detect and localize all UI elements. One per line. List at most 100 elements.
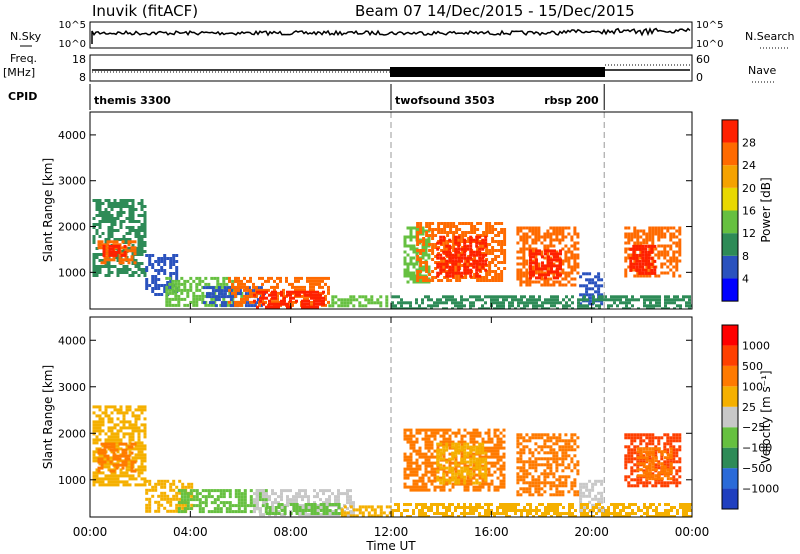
heatmap-cell (195, 276, 199, 280)
heatmap-cell (642, 274, 646, 278)
heatmap-cell (588, 296, 592, 300)
heatmap-cell (561, 493, 565, 497)
heatmap-cell (451, 515, 454, 517)
heatmap-cell (163, 494, 167, 498)
heatmap-cell (416, 270, 420, 273)
heatmap-cell (313, 489, 316, 493)
heatmap-cell (457, 476, 461, 480)
heatmap-cell (131, 432, 135, 436)
heatmap-cell (654, 447, 658, 451)
heatmap-cell (452, 249, 456, 252)
heatmap-cell (666, 439, 670, 443)
heatmap-cell (131, 262, 135, 265)
heatmap-cell (122, 480, 126, 484)
heatmap-cell (494, 249, 498, 252)
heatmap-cell (128, 211, 132, 214)
heatmap-cell (583, 304, 586, 308)
heatmap-cell (101, 211, 105, 214)
heatmap-cell (451, 274, 455, 278)
heatmap-cell (128, 450, 132, 454)
heatmap-cell (445, 448, 449, 452)
heatmap-cell (627, 448, 631, 452)
heatmap-cell (349, 505, 353, 509)
nave-label: Nave (748, 64, 776, 77)
heatmap-cell (300, 294, 303, 298)
heatmap-cell (322, 512, 326, 515)
heatmap-cell (463, 271, 467, 275)
heatmap-cell (558, 448, 562, 452)
heatmap-cell (475, 460, 479, 464)
heatmap-cell (128, 405, 132, 409)
heatmap-cell (430, 455, 434, 459)
heatmap-cell (107, 465, 111, 469)
heatmap-cell (327, 276, 330, 280)
heatmap-cell (597, 500, 601, 504)
heatmap-cell (425, 270, 429, 273)
heatmap-cell (127, 261, 131, 265)
heatmap-cell (184, 503, 188, 507)
heatmap-cell (537, 481, 541, 485)
heatmap-cell (100, 448, 104, 452)
heatmap-cell (673, 295, 676, 299)
heatmap-cell (439, 440, 443, 444)
heatmap-cell (570, 481, 574, 485)
heatmap-cell (678, 241, 682, 245)
heatmap-cell (412, 265, 416, 269)
heatmap-cell (104, 208, 108, 211)
heatmap-cell (452, 222, 456, 225)
heatmap-cell (412, 226, 416, 230)
heatmap-cell (488, 231, 492, 234)
heatmap-cell (639, 478, 643, 482)
heatmap-cell (231, 279, 235, 283)
heatmap-cell (460, 259, 464, 263)
heatmap-cell (253, 299, 256, 303)
heatmap-cell (253, 492, 256, 496)
heatmap-cell (529, 295, 532, 299)
heatmap-cell (494, 258, 498, 261)
heatmap-cell (458, 234, 462, 237)
heatmap-cell (478, 241, 482, 245)
heatmap-cell (262, 296, 265, 300)
heatmap-cell (443, 228, 447, 231)
heatmap-cell (579, 482, 583, 486)
heatmap-cell (627, 238, 631, 242)
heatmap-cell (636, 450, 640, 454)
heatmap-cell (460, 256, 464, 260)
heatmap-cell (629, 262, 633, 266)
heatmap-cell (95, 471, 99, 475)
heatmap-cell (648, 226, 652, 230)
heatmap-cell (528, 466, 532, 470)
heatmap-cell (415, 428, 419, 432)
heatmap-cell (298, 492, 301, 496)
heatmap-cell (422, 249, 426, 252)
heatmap-cell (487, 455, 491, 459)
heatmap-cell (406, 464, 410, 468)
heatmap-cell (211, 295, 215, 299)
heatmap-cell (98, 220, 102, 223)
heatmap-cell (576, 460, 580, 464)
heatmap-cell (415, 479, 419, 483)
heatmap-cell (98, 414, 102, 418)
heatmap-cell (95, 423, 99, 427)
heatmap-cell (642, 450, 646, 454)
heatmap-cell (324, 303, 327, 307)
heatmap-cell (110, 214, 114, 217)
heatmap-cell (639, 453, 643, 457)
heatmap-cell (454, 478, 458, 482)
heatmap-cell (234, 279, 237, 283)
heatmap-cell (328, 501, 331, 505)
heatmap-cell (553, 258, 556, 262)
heatmap-cell (122, 420, 126, 424)
heatmap-cell (597, 506, 601, 510)
heatmap-cell (555, 487, 559, 491)
heatmap-cell (499, 506, 502, 509)
heatmap-cell (484, 431, 488, 435)
heatmap-cell (316, 296, 319, 300)
heatmap-cell (500, 261, 504, 264)
heatmap-cell (600, 293, 604, 297)
heatmap-cell (119, 426, 123, 430)
heatmap-cell (163, 272, 167, 275)
heatmap-cell (307, 498, 310, 502)
heatmap-cell (445, 298, 448, 302)
heatmap-cell (534, 466, 538, 470)
